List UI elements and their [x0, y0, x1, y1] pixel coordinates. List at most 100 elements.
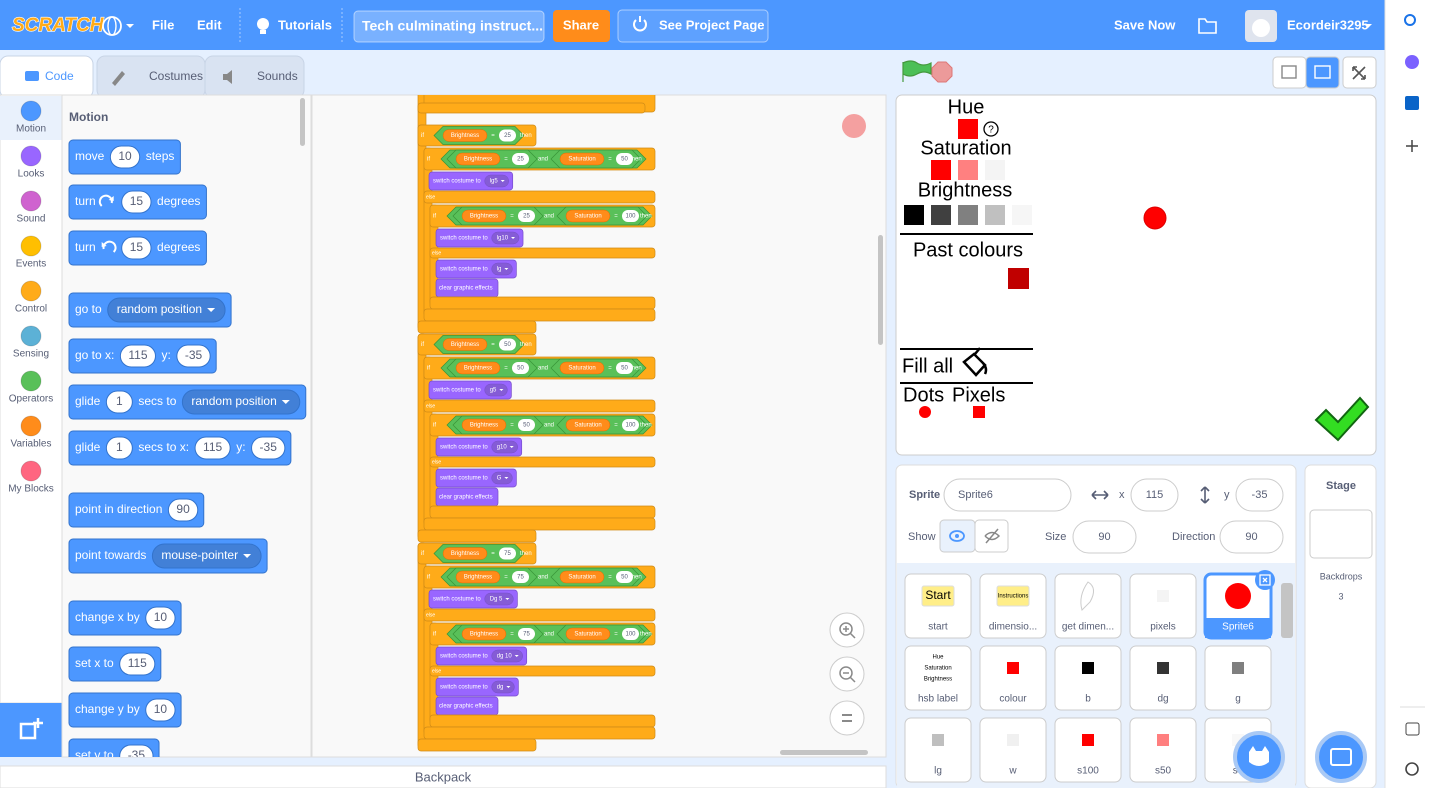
swatch[interactable]	[985, 205, 1005, 225]
save-now[interactable]: Save Now	[1114, 17, 1176, 32]
pixels-option[interactable]	[973, 406, 985, 418]
motion-block[interactable]: point towards mouse-pointer	[68, 538, 268, 574]
menu-edit[interactable]: Edit	[197, 17, 222, 32]
swatch[interactable]	[985, 160, 1005, 180]
dots-option[interactable]	[919, 406, 931, 418]
extension-button[interactable]	[0, 703, 62, 757]
category-label[interactable]: Motion	[16, 124, 46, 135]
block-input[interactable]	[167, 498, 199, 522]
block-input[interactable]	[121, 236, 152, 260]
motion-block[interactable]: go to random position	[68, 292, 232, 328]
category-label[interactable]: My Blocks	[8, 484, 54, 495]
sprite-tile[interactable]: s50	[1129, 717, 1197, 783]
category-label[interactable]: Sensing	[13, 349, 49, 360]
sprite-tile[interactable]: colour	[979, 645, 1047, 711]
block-input[interactable]	[119, 344, 156, 368]
swatch[interactable]	[958, 160, 978, 180]
menu-file[interactable]: File	[152, 17, 174, 32]
settings-icon[interactable]	[1405, 762, 1419, 776]
motion-block[interactable]: change x by 10	[68, 600, 182, 636]
block-input[interactable]	[194, 436, 231, 460]
motion-block[interactable]: move 10 steps	[68, 139, 181, 175]
sprite-tile[interactable]: w	[979, 717, 1047, 783]
motion-block[interactable]: go to x: 115 y: -35	[68, 338, 217, 374]
sprite-tile[interactable]: Hue Saturation Brightness hsb label	[904, 645, 972, 711]
sprite-tile[interactable]: get dimen...	[1054, 573, 1122, 639]
category-label[interactable]: Variables	[11, 439, 52, 450]
motion-block[interactable]: set y to -35	[68, 738, 160, 773]
swatch[interactable]	[958, 119, 978, 139]
paint-bucket-icon[interactable]	[962, 347, 988, 377]
username[interactable]: Ecordeir3295	[1287, 17, 1369, 32]
motion-block[interactable]: turn 15 degrees	[68, 184, 207, 220]
block-dropdown[interactable]	[181, 389, 301, 415]
backpack[interactable]	[0, 765, 887, 788]
category-dot[interactable]	[20, 460, 42, 482]
sprite-info-input[interactable]	[1072, 520, 1137, 554]
category-dot[interactable]	[20, 190, 42, 212]
category-dot[interactable]	[20, 235, 42, 257]
motion-block[interactable]: set x to 115	[68, 646, 162, 682]
category-label[interactable]: Events	[16, 259, 47, 270]
my-stuff-icon[interactable]	[1198, 18, 1217, 34]
block-input[interactable]	[105, 436, 133, 460]
category-label[interactable]: Operators	[9, 394, 53, 405]
share-button[interactable]	[553, 10, 610, 42]
block-input[interactable]	[109, 145, 141, 169]
category-label[interactable]: Looks	[18, 169, 45, 180]
search-icon[interactable]	[1404, 14, 1416, 26]
block-input[interactable]	[119, 652, 156, 676]
copilot-icon[interactable]	[1405, 55, 1419, 69]
sprite-tile[interactable]: lg	[904, 717, 972, 783]
block-input[interactable]	[251, 436, 286, 460]
add-backdrop-button[interactable]	[1315, 731, 1367, 783]
sidebar-toggle-icon[interactable]	[1405, 722, 1420, 736]
sprite-tile[interactable]: g	[1204, 645, 1272, 711]
outlook-icon[interactable]	[1405, 96, 1419, 110]
category-dot[interactable]	[20, 280, 42, 302]
sprite-info-input[interactable]	[1130, 478, 1179, 512]
category-dot[interactable]	[20, 415, 42, 437]
swatch[interactable]	[1008, 268, 1029, 289]
block-input[interactable]	[145, 606, 176, 630]
sprite-tile[interactable]: b	[1054, 645, 1122, 711]
menu-tutorials[interactable]: Tutorials	[278, 17, 332, 32]
checkmark[interactable]	[1314, 396, 1370, 442]
logo[interactable]: SCRATCH	[11, 14, 105, 36]
zoom-button[interactable]	[829, 656, 865, 692]
category-label[interactable]: Sound	[17, 214, 46, 225]
motion-block[interactable]: glide 1 secs to random position	[68, 384, 307, 420]
block-input[interactable]	[176, 344, 211, 368]
sprite-tile[interactable]: pixels	[1129, 573, 1197, 639]
sprite-tile[interactable]: dg	[1129, 645, 1197, 711]
category-dot[interactable]	[20, 370, 42, 392]
see-project-button[interactable]	[617, 9, 769, 43]
stage[interactable]	[895, 94, 1377, 456]
sprite-info-input[interactable]	[1235, 478, 1284, 512]
add-icon[interactable]	[1406, 140, 1418, 152]
sprite-info-input[interactable]	[943, 478, 1072, 512]
sprite-tile[interactable]: Sprite6	[1203, 570, 1275, 640]
swatch[interactable]	[931, 160, 951, 180]
zoom-button[interactable]	[829, 700, 865, 736]
block-input[interactable]	[105, 390, 133, 414]
stage-size-button[interactable]	[1305, 56, 1340, 89]
stop-button[interactable]	[931, 61, 953, 83]
project-title-input[interactable]	[353, 10, 545, 43]
category-dot[interactable]	[20, 325, 42, 347]
stage-size-button[interactable]	[1272, 56, 1307, 89]
block-input[interactable]	[145, 698, 176, 722]
motion-block[interactable]: change y by 10	[68, 692, 182, 728]
sprite-tile[interactable]: s100	[1054, 717, 1122, 783]
motion-block[interactable]: glide 1 secs to x: 115 y: -35	[68, 430, 292, 466]
swatch[interactable]	[958, 205, 978, 225]
sprite6[interactable]	[1143, 206, 1167, 230]
tutorials-icon[interactable]	[257, 18, 269, 30]
motion-block[interactable]: point in direction 90	[68, 492, 205, 528]
swatch[interactable]	[904, 205, 924, 225]
swatch[interactable]	[1012, 205, 1032, 225]
category-dot[interactable]	[20, 145, 42, 167]
block-dropdown[interactable]	[151, 543, 262, 569]
script-stack[interactable]: if Brightness = 25 then if Brightness = 25 and Sat…	[417, 90, 656, 752]
help-icon[interactable]	[983, 121, 999, 137]
